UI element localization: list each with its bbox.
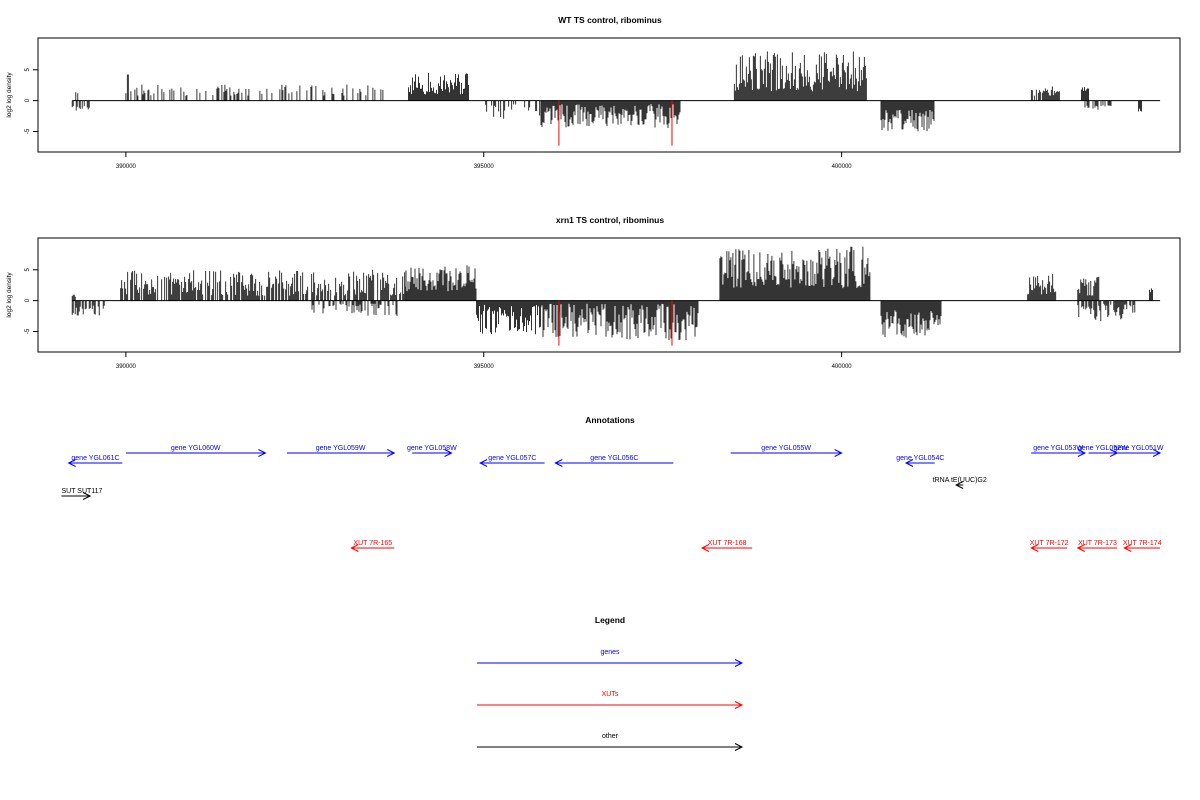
annotation-feature: tRNA tE(UUC)G2 <box>933 477 987 489</box>
annotation-label: gene YGL059W <box>316 445 366 452</box>
panel-xrn1-y-tick-label: 5 <box>25 267 31 271</box>
legend-item-label: other <box>602 733 619 740</box>
annotation-arrow-head <box>1152 449 1162 457</box>
annotation-feature: gene YGL053W <box>1031 445 1087 457</box>
annotation-label: XUT 7R-172 <box>1030 540 1069 547</box>
panel-xrn1-title: xrn1 TS control, ribominus <box>556 215 664 225</box>
panel-xrn1-y-tick-label: 0 <box>25 298 31 302</box>
annotation-arrow-head <box>1077 449 1087 457</box>
panel-wt-y-tick-label: 5 <box>25 67 31 71</box>
legend-title: Legend <box>595 615 625 625</box>
annotation-arrow-head <box>1123 544 1132 552</box>
annotation-label: XUT 7R-173 <box>1078 540 1117 547</box>
legend-item-arrow-head <box>734 743 744 751</box>
annotation-label: gene YGL051W <box>1114 445 1164 452</box>
annotation-label: tRNA tE(UUC)G2 <box>933 477 987 484</box>
annotation-arrow-head <box>834 449 843 457</box>
legend-item-label: XUTs <box>602 691 619 698</box>
panel-wt-ylabel: log2 log density <box>6 72 13 118</box>
annotation-feature: SUT SUT117 <box>61 488 103 500</box>
annotation-feature: gene YGL059W <box>286 445 396 457</box>
annotation-label: SUT SUT117 <box>61 488 102 495</box>
annotation-arrow-head <box>387 449 396 457</box>
annotation-feature: XUT 7R-173 <box>1076 540 1118 552</box>
annotation-label: XUT 7R-165 <box>353 540 392 547</box>
panel-xrn1-x-tick-label: 395000 <box>474 364 495 370</box>
legend-items: genes XUTs other <box>477 649 744 751</box>
panel-wt: WT TS control, ribominus log2 log densit… <box>6 15 1181 170</box>
annotation-feature: gene YGL056C <box>554 455 674 467</box>
annotation-feature: gene YGL061C <box>67 455 123 467</box>
annotation-label: gene YGL055W <box>761 445 811 452</box>
panel-xrn1-x-axis: 390000 395000 400000 <box>116 351 853 370</box>
annotation-feature: gene YGL055W <box>730 445 843 457</box>
annotation-arrow-head <box>554 459 563 467</box>
annotation-arrow-head <box>258 449 267 457</box>
annotations-title: Annotations <box>585 415 635 425</box>
legend: Legend genes XUTs other <box>477 615 744 751</box>
annotation-arrow-head <box>350 544 359 552</box>
legend-item: other <box>477 733 744 751</box>
panel-wt-bars <box>71 51 1161 146</box>
annotation-feature: XUT 7R-174 <box>1123 540 1162 552</box>
panel-wt-title: WT TS control, ribominus <box>558 15 662 25</box>
annotation-label: gene YGL057C <box>488 455 536 462</box>
panel-wt-x-tick-label: 390000 <box>116 164 137 170</box>
annotation-feature: gene YGL058W <box>407 445 457 457</box>
legend-item: XUTs <box>477 691 744 709</box>
panel-xrn1: xrn1 TS control, ribominus log2 log dens… <box>6 215 1181 370</box>
annotation-label: gene YGL060W <box>171 445 221 452</box>
legend-item-label: genes <box>600 649 620 656</box>
annotation-label: gene YGL061C <box>71 455 119 462</box>
annotation-label: XUT 7R-174 <box>1123 540 1162 547</box>
annotation-label: XUT 7R-168 <box>708 540 747 547</box>
annotation-feature: gene YGL051W <box>1114 445 1164 457</box>
annotation-arrow-head <box>1030 544 1039 552</box>
annotation-features: gene YGL061C gene YGL060W gene YGL059W gene… <box>61 445 1164 552</box>
panel-xrn1-ylabel: log2 log density <box>6 272 13 318</box>
annotation-arrow-head <box>82 492 92 500</box>
annotation-arrow-head <box>700 544 710 552</box>
panel-wt-x-tick-label: 395000 <box>474 164 495 170</box>
panel-xrn1-bars <box>71 246 1161 346</box>
annotation-feature: XUT 7R-168 <box>700 540 753 552</box>
annotation-label: gene YGL052W <box>1078 445 1128 452</box>
annotation-label: gene YGL058W <box>407 445 457 452</box>
panel-xrn1-x-tick-label: 400000 <box>832 364 853 370</box>
panel-wt-x-tick-label: 400000 <box>832 164 853 170</box>
annotation-label: gene YGL056C <box>590 455 638 462</box>
panel-wt-x-axis: 390000 395000 400000 <box>116 151 853 170</box>
annotation-feature: XUT 7R-172 <box>1030 540 1069 552</box>
annotation-feature: gene YGL060W <box>125 445 267 457</box>
panel-xrn1-x-tick-label: 390000 <box>116 364 137 370</box>
panel-xrn1-y-tick-label: -5 <box>25 328 31 334</box>
panel-wt-frame <box>37 37 1181 153</box>
annotation-feature: gene YGL057C <box>479 455 545 467</box>
legend-item-arrow-head <box>734 659 744 667</box>
panel-wt-y-axis: -5 0 5 <box>25 67 39 134</box>
annotation-feature: gene YGL054C <box>896 455 944 467</box>
annotation-arrow-head <box>955 481 964 489</box>
annotation-arrow-head <box>67 459 76 467</box>
panel-wt-y-tick-label: 0 <box>25 98 31 102</box>
annotation-feature: XUT 7R-165 <box>350 540 395 552</box>
legend-item-arrow-head <box>734 701 744 709</box>
legend-item: genes <box>477 649 744 667</box>
annotation-arrow-head <box>444 449 453 457</box>
panel-xrn1-y-axis: -5 0 5 <box>25 267 39 334</box>
annotation-arrow-head <box>479 459 488 467</box>
panel-wt-y-tick-label: -5 <box>25 128 31 134</box>
annotation-arrow-head <box>904 459 914 467</box>
annotation-label: gene YGL053W <box>1033 445 1083 452</box>
annotation-label: gene YGL054C <box>896 455 944 462</box>
annotation-arrow-head <box>1076 544 1086 552</box>
